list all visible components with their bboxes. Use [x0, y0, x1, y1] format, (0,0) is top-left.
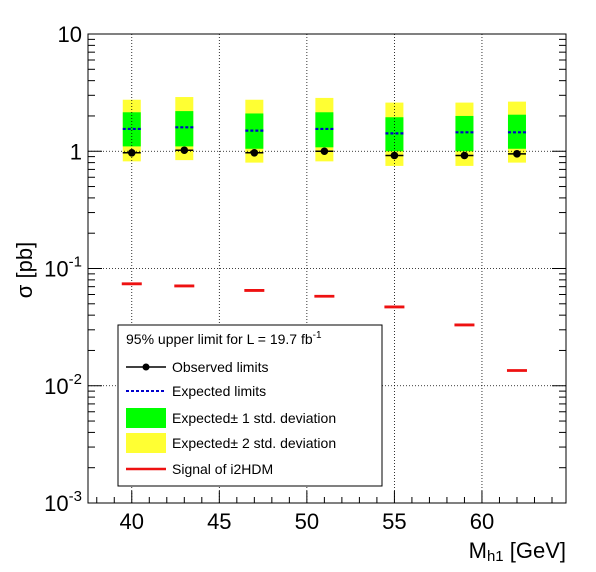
y-tick-label-base: 10 [44, 491, 68, 516]
legend-observed-label: Observed limits [172, 359, 268, 375]
observed-limit-point [513, 150, 521, 158]
band-1sigma [315, 112, 334, 148]
y-tick-label: 10 [58, 22, 82, 47]
x-tick-label: 45 [207, 509, 231, 534]
observed-limit-point [180, 146, 189, 155]
legend-1sigma-label: Expected± 1 std. deviation [172, 410, 336, 426]
y-tick-label: 10-1 [44, 254, 82, 282]
x-axis-label-subscript: h1 [487, 548, 504, 565]
observed-limit-point [390, 151, 399, 160]
band-1sigma [455, 115, 474, 152]
y-tick-label-base: 10 [44, 257, 68, 282]
legend-signal-label: Signal of i2HDM [172, 461, 273, 477]
observed-limit-point [460, 151, 469, 160]
x-axis-label-unit: [GeV] [504, 538, 566, 563]
band-1sigma [507, 114, 526, 149]
data-marks [121, 126, 527, 372]
x-tick-label: 50 [295, 509, 319, 534]
legend-2sigma-swatch [126, 433, 166, 453]
y-tick-label: 10-2 [44, 371, 82, 399]
y-tick-label: 10-3 [44, 488, 82, 516]
band-1sigma [385, 117, 404, 152]
band-1sigma [245, 113, 264, 149]
y-tick-label-base: 1 [70, 139, 82, 164]
uncertainty-bands [122, 97, 526, 166]
x-axis-label: Mh1 [GeV] [469, 538, 566, 565]
legend-box [117, 324, 383, 487]
legend-2sigma-label: Expected± 2 std. deviation [172, 435, 336, 451]
legend-1sigma-swatch [126, 408, 166, 428]
x-tick-label: 40 [120, 509, 144, 534]
observed-limit-point [320, 147, 329, 156]
x-tick-label: 55 [382, 509, 406, 534]
y-axis-label: σ [pb] [12, 242, 37, 298]
y-tick-label-exponent: -1 [69, 254, 82, 271]
legend-observed-marker [142, 363, 150, 371]
legend-header-text: 95% upper limit for L = 19.7 fb [126, 331, 313, 347]
band-1sigma [122, 112, 141, 147]
y-tick-label-exponent: -3 [69, 488, 82, 505]
legend-expected-label: Expected limits [172, 383, 266, 399]
x-tick-label: 60 [470, 509, 494, 534]
y-tick-label-exponent: -2 [69, 371, 82, 388]
legend-header: 95% upper limit for L = 19.7 fb-1 [126, 330, 322, 347]
band-1sigma [175, 111, 194, 147]
legend-header-superscript: -1 [313, 330, 322, 341]
x-axis-label-main: M [469, 538, 487, 563]
observed-limit-point [250, 149, 259, 157]
y-tick-label-base: 10 [44, 374, 68, 399]
y-tick-label: 1 [70, 139, 82, 164]
legend: 95% upper limit for L = 19.7 fb-1 Observ… [117, 324, 383, 487]
observed-limit-point [127, 149, 136, 157]
y-tick-label-base: 10 [58, 22, 82, 47]
